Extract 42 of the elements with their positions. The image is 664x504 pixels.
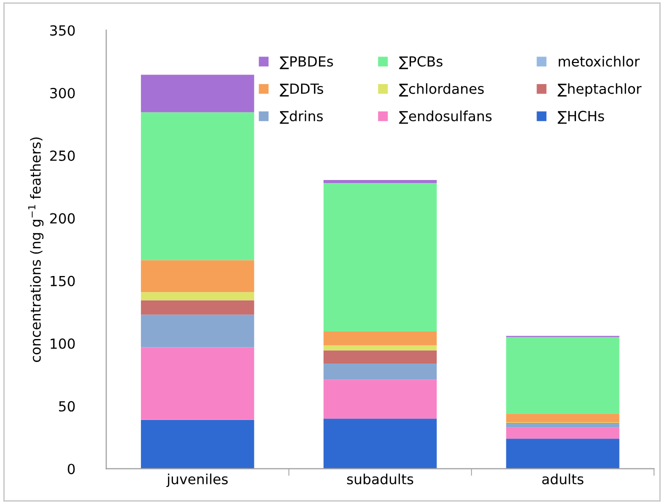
legend-label: ∑PBDEs (280, 56, 333, 70)
bar (324, 332, 437, 346)
y-tick-label: 200 (50, 213, 75, 224)
y-tick-label: 0 (68, 464, 75, 474)
x-tick-label: adults (542, 474, 584, 484)
bar (324, 363, 437, 380)
y-tick-label: 350 (50, 25, 75, 36)
bar (324, 350, 437, 364)
bar (506, 414, 620, 422)
legend-label: ∑DDTs (280, 84, 324, 96)
bar (506, 424, 620, 428)
y-tick-label: 250 (50, 150, 75, 161)
bar (324, 380, 437, 419)
bar (140, 420, 254, 469)
legend-label: ∑HCHs (558, 110, 604, 124)
bar (140, 347, 254, 420)
x-tick-label: subadults (347, 474, 414, 484)
x-tick-label: juveniles (166, 474, 228, 488)
bar (140, 74, 254, 112)
bar (140, 112, 254, 260)
bar (140, 292, 254, 300)
legend-label: metoxichlor (558, 56, 640, 67)
legend-label: ∑PCBs (399, 56, 442, 70)
legend-label: ∑chlordanes (399, 83, 484, 96)
y-tick-label: 50 (59, 401, 75, 412)
bar (506, 337, 620, 414)
bar (506, 438, 620, 469)
y-tick-label: 150 (50, 276, 75, 286)
legend-label: ∑heptachlor (558, 83, 642, 97)
bar (324, 180, 437, 184)
y-axis-title: concentrations (ng g$^{−1}$ feathers) (28, 137, 44, 362)
legend-label: ∑drins (280, 110, 323, 124)
bar (324, 418, 437, 469)
y-tick-label: 300 (50, 88, 75, 98)
bar (324, 345, 437, 350)
bar (140, 260, 254, 292)
y-tick-label: 100 (50, 338, 75, 349)
bar (140, 300, 254, 315)
bar (140, 314, 254, 348)
bar (324, 183, 437, 332)
bar (506, 427, 620, 439)
legend-label: ∑endosulfans (399, 110, 492, 124)
